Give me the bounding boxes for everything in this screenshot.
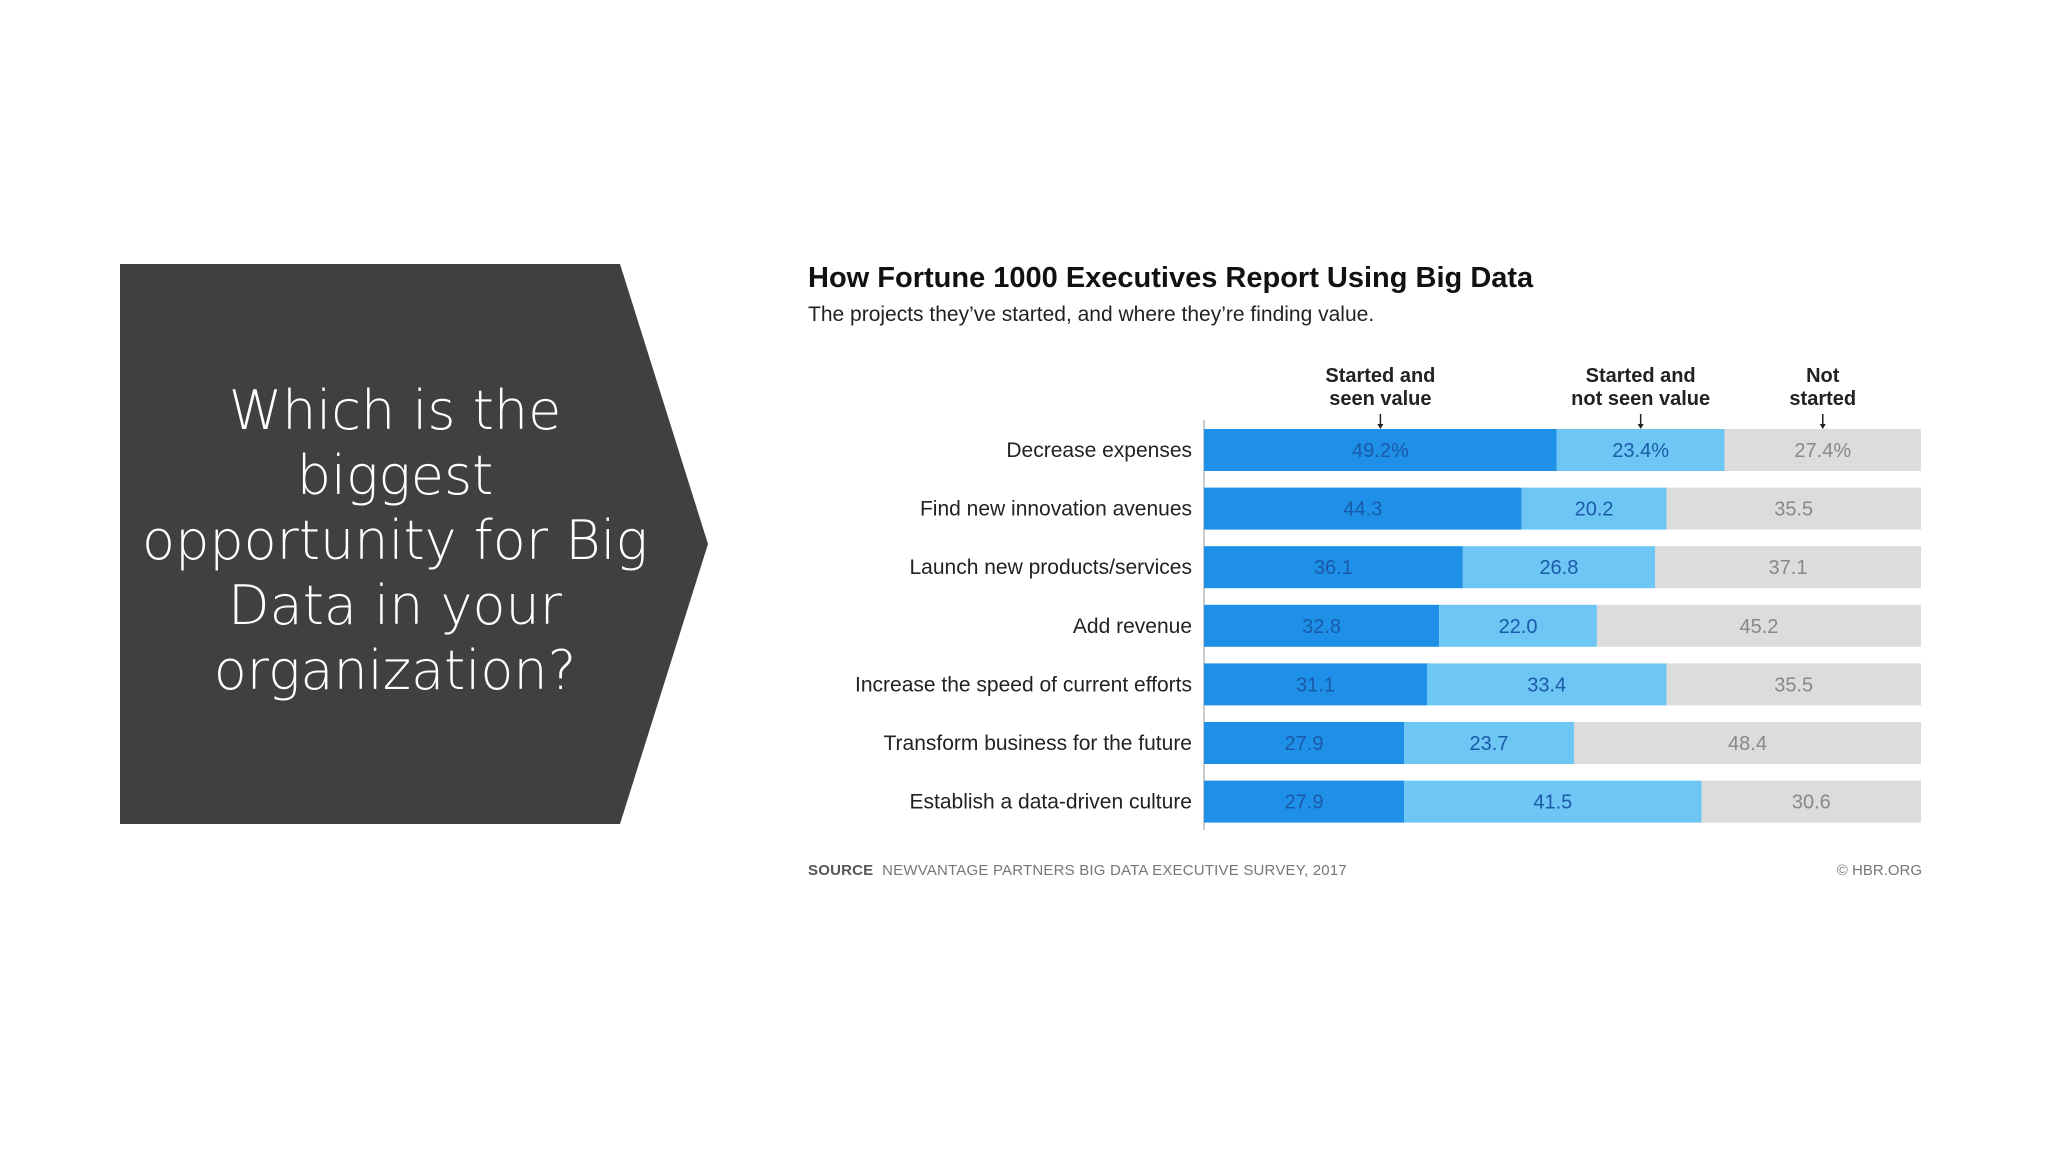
data-label: 27.9 xyxy=(1285,792,1324,814)
bar-segment xyxy=(1701,780,1921,823)
category-label: Launch new products/services xyxy=(910,556,1193,579)
data-label: 30.6 xyxy=(1792,792,1831,814)
data-label: 20.2 xyxy=(1575,499,1614,521)
chevron-panel-shape xyxy=(120,264,708,824)
source-note: SOURCE NEWVANTAGE PARTNERS BIG DATA EXEC… xyxy=(808,862,1347,879)
data-label: 35.5 xyxy=(1774,674,1813,696)
category-label: Find new innovation avenues xyxy=(920,498,1192,521)
category-label: Increase the speed of current efforts xyxy=(855,673,1192,696)
bar-segment xyxy=(1204,722,1405,764)
legend-header: Started and xyxy=(1325,365,1435,387)
category-label: Transform business for the future xyxy=(883,732,1192,755)
data-label: 44.3 xyxy=(1343,499,1382,521)
data-label: 37.1 xyxy=(1769,557,1808,579)
bar-segment xyxy=(1573,722,1921,764)
legend-header: started xyxy=(1789,388,1856,410)
bar-segment xyxy=(1666,663,1921,706)
bar-segment xyxy=(1596,604,1921,647)
data-label: 41.5 xyxy=(1533,792,1572,814)
legend-pointer-head xyxy=(1637,424,1644,429)
data-label: 26.8 xyxy=(1539,557,1578,579)
data-label: 45.2 xyxy=(1739,616,1778,638)
legend-pointer-head xyxy=(1377,424,1384,429)
category-label: Add revenue xyxy=(1073,615,1192,638)
bar-segment xyxy=(1404,780,1702,823)
legend-header: Not xyxy=(1806,365,1840,387)
bar-segment xyxy=(1439,604,1597,647)
data-label: 27.4% xyxy=(1794,440,1851,462)
legend-pointer-head xyxy=(1819,424,1826,429)
data-label: 36.1 xyxy=(1314,557,1353,579)
legend-header: Started and xyxy=(1586,365,1696,387)
bar-segment xyxy=(1204,604,1440,647)
legend-header: seen value xyxy=(1329,388,1431,410)
chart-title: How Fortune 1000 Executives Report Using… xyxy=(808,262,1534,294)
data-label: 22.0 xyxy=(1499,616,1538,638)
data-label: 27.9 xyxy=(1285,733,1324,755)
data-label: 23.7 xyxy=(1470,733,1509,755)
bar-segment xyxy=(1204,546,1463,589)
bar-segment xyxy=(1724,429,1921,471)
bar-segment xyxy=(1204,663,1427,706)
bar-segment xyxy=(1462,546,1655,589)
source-label: SOURCE xyxy=(808,862,874,879)
bar-segment xyxy=(1666,487,1921,530)
bar-segment xyxy=(1556,429,1725,471)
bar-segment xyxy=(1204,429,1557,471)
bar-segment xyxy=(1521,487,1667,530)
data-label: 23.4% xyxy=(1612,440,1669,462)
category-label: Decrease expenses xyxy=(1006,439,1192,462)
category-label: Establish a data-driven culture xyxy=(910,791,1193,814)
credit-note: © HBR.ORG xyxy=(1836,862,1922,879)
data-label: 33.4 xyxy=(1527,674,1566,696)
bar-segment xyxy=(1204,780,1405,823)
bar-segment xyxy=(1204,487,1522,530)
bar-segment xyxy=(1404,722,1574,764)
chart-subtitle: The projects they’ve started, and where … xyxy=(808,303,1375,326)
data-label: 48.4 xyxy=(1728,733,1767,755)
bar-segment xyxy=(1426,663,1667,706)
data-label: 32.8 xyxy=(1302,616,1341,638)
data-label: 49.2% xyxy=(1352,440,1409,462)
question-panel xyxy=(120,264,708,824)
data-label: 35.5 xyxy=(1774,499,1813,521)
bar-segment xyxy=(1654,546,1921,589)
data-label: 31.1 xyxy=(1296,674,1335,696)
legend-header: not seen value xyxy=(1571,388,1710,410)
source-text: NEWVANTAGE PARTNERS BIG DATA EXECUTIVE S… xyxy=(882,862,1347,879)
question-text: Which is the biggest opportunity for Big… xyxy=(142,379,648,702)
